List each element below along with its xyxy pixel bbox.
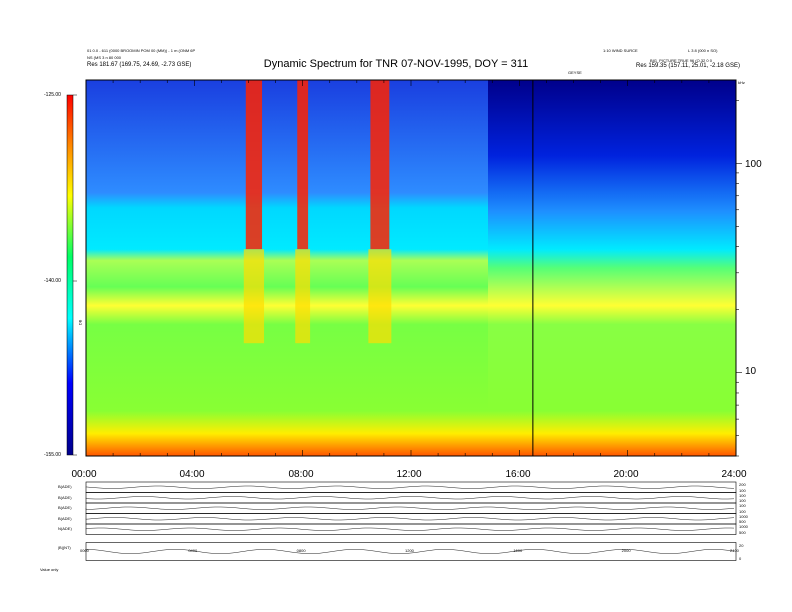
panel-right-tick: 1000	[739, 524, 748, 529]
colorbar-tick-label: -155.00	[44, 452, 61, 458]
x-tick-label: 24:00	[721, 469, 747, 480]
panel-label: N(ADE)	[58, 526, 72, 531]
panel-footer: Value only	[40, 567, 59, 572]
panel-right-tick: 500	[739, 529, 746, 535]
panel-trace	[85, 496, 735, 500]
y-ticks	[736, 99, 742, 457]
y-tick-label: 100	[745, 159, 762, 170]
panel-right-tick: 0	[739, 555, 742, 561]
panel-x-tick-label: 2000	[621, 548, 631, 553]
panel-x-tick-label: 1200	[405, 548, 414, 553]
panel-right-tick: 100	[739, 487, 746, 493]
panel-trace	[85, 549, 735, 554]
spectrum-left-region	[86, 80, 496, 456]
panel-label: B(ADE)	[58, 505, 72, 510]
colorbar-label: DB	[77, 319, 83, 326]
panel-trace	[85, 485, 735, 489]
x-tick-label: 00:00	[71, 469, 97, 480]
panel-trace	[85, 527, 735, 531]
x-tick-label: 08:00	[288, 469, 314, 480]
panel-x-tick-label: 1600	[513, 548, 523, 553]
x-tick-label: 16:00	[505, 469, 531, 480]
burst-tail	[295, 249, 311, 344]
x-tick-label: 20:00	[613, 469, 639, 480]
panel-right-tick: 100	[739, 492, 746, 498]
header-left-line3: Res 181.67 (169.75, 24.69, -2.73 GSE)	[87, 62, 192, 68]
header-right-line2: L 3 8 (000 n SO)	[688, 48, 718, 53]
panel-frame	[85, 523, 737, 535]
panel-right-tick: 20	[739, 542, 744, 548]
panel-right-tick: 500	[739, 519, 746, 524]
burst-layer	[243, 80, 392, 344]
header-left-line1: 01 0.0 - 611 (0000 BROOMIN POM 00 (MM)) …	[87, 48, 196, 53]
header-right-line3: BIG_PICTURE TRUE 96 (O.32 0 0	[650, 58, 712, 63]
panel-right-tick: 100	[739, 503, 746, 508]
colorbar-tick-label: -140.00	[44, 278, 61, 284]
y-tick-label: 10	[745, 366, 757, 377]
lower-panels	[85, 481, 737, 561]
header-right-line1: 1:10 WIND SURCE	[603, 48, 638, 53]
chart-title: Dynamic Spectrum for TNR 07-NOV-1995, DO…	[263, 58, 529, 70]
panel-label: B(ADE)	[58, 515, 72, 521]
panel-right-tick: 1000	[739, 513, 748, 519]
burst-tail	[368, 249, 392, 344]
corner-label: kHz	[738, 80, 745, 85]
burst-mark	[370, 80, 390, 250]
colorbar	[66, 94, 74, 456]
panel-trace	[85, 506, 735, 510]
spectrum-right-region	[488, 80, 736, 456]
panel-x-tick-label: 0800	[296, 548, 306, 553]
panel-right-tick: 100	[739, 508, 746, 514]
header-left-line2: NS (MS 3 n 80 000	[87, 55, 122, 60]
panel-x-tick-label: 0000	[80, 548, 89, 553]
panel-frame	[85, 502, 737, 514]
x-tick-label: 04:00	[179, 469, 205, 480]
panel-frame	[85, 481, 737, 493]
panel-x-tick-label: 2400	[730, 548, 739, 553]
panel-right-tick: 100	[739, 498, 746, 503]
burst-mark	[245, 80, 263, 250]
x-tick-label: 12:00	[396, 469, 422, 480]
panel-label: B(ADE)	[58, 484, 72, 489]
burst-tail	[243, 249, 265, 344]
panel-frame	[85, 492, 737, 504]
unit-label: GEYSE	[568, 70, 582, 75]
panel-trace	[85, 517, 735, 521]
panel-right-tick: 200	[739, 482, 746, 487]
colorbar-tick-label: -125.00	[44, 92, 61, 98]
panel-label: |B|(NT)	[58, 544, 71, 550]
burst-mark	[297, 80, 309, 250]
panel-x-tick-label: 0400	[188, 548, 198, 553]
panel-label: B(ADE)	[58, 494, 72, 500]
x-ticks	[85, 80, 737, 456]
header-right-line4: Res 159.35 (157.11, 25.01, -2.18 GSE)	[636, 63, 740, 69]
